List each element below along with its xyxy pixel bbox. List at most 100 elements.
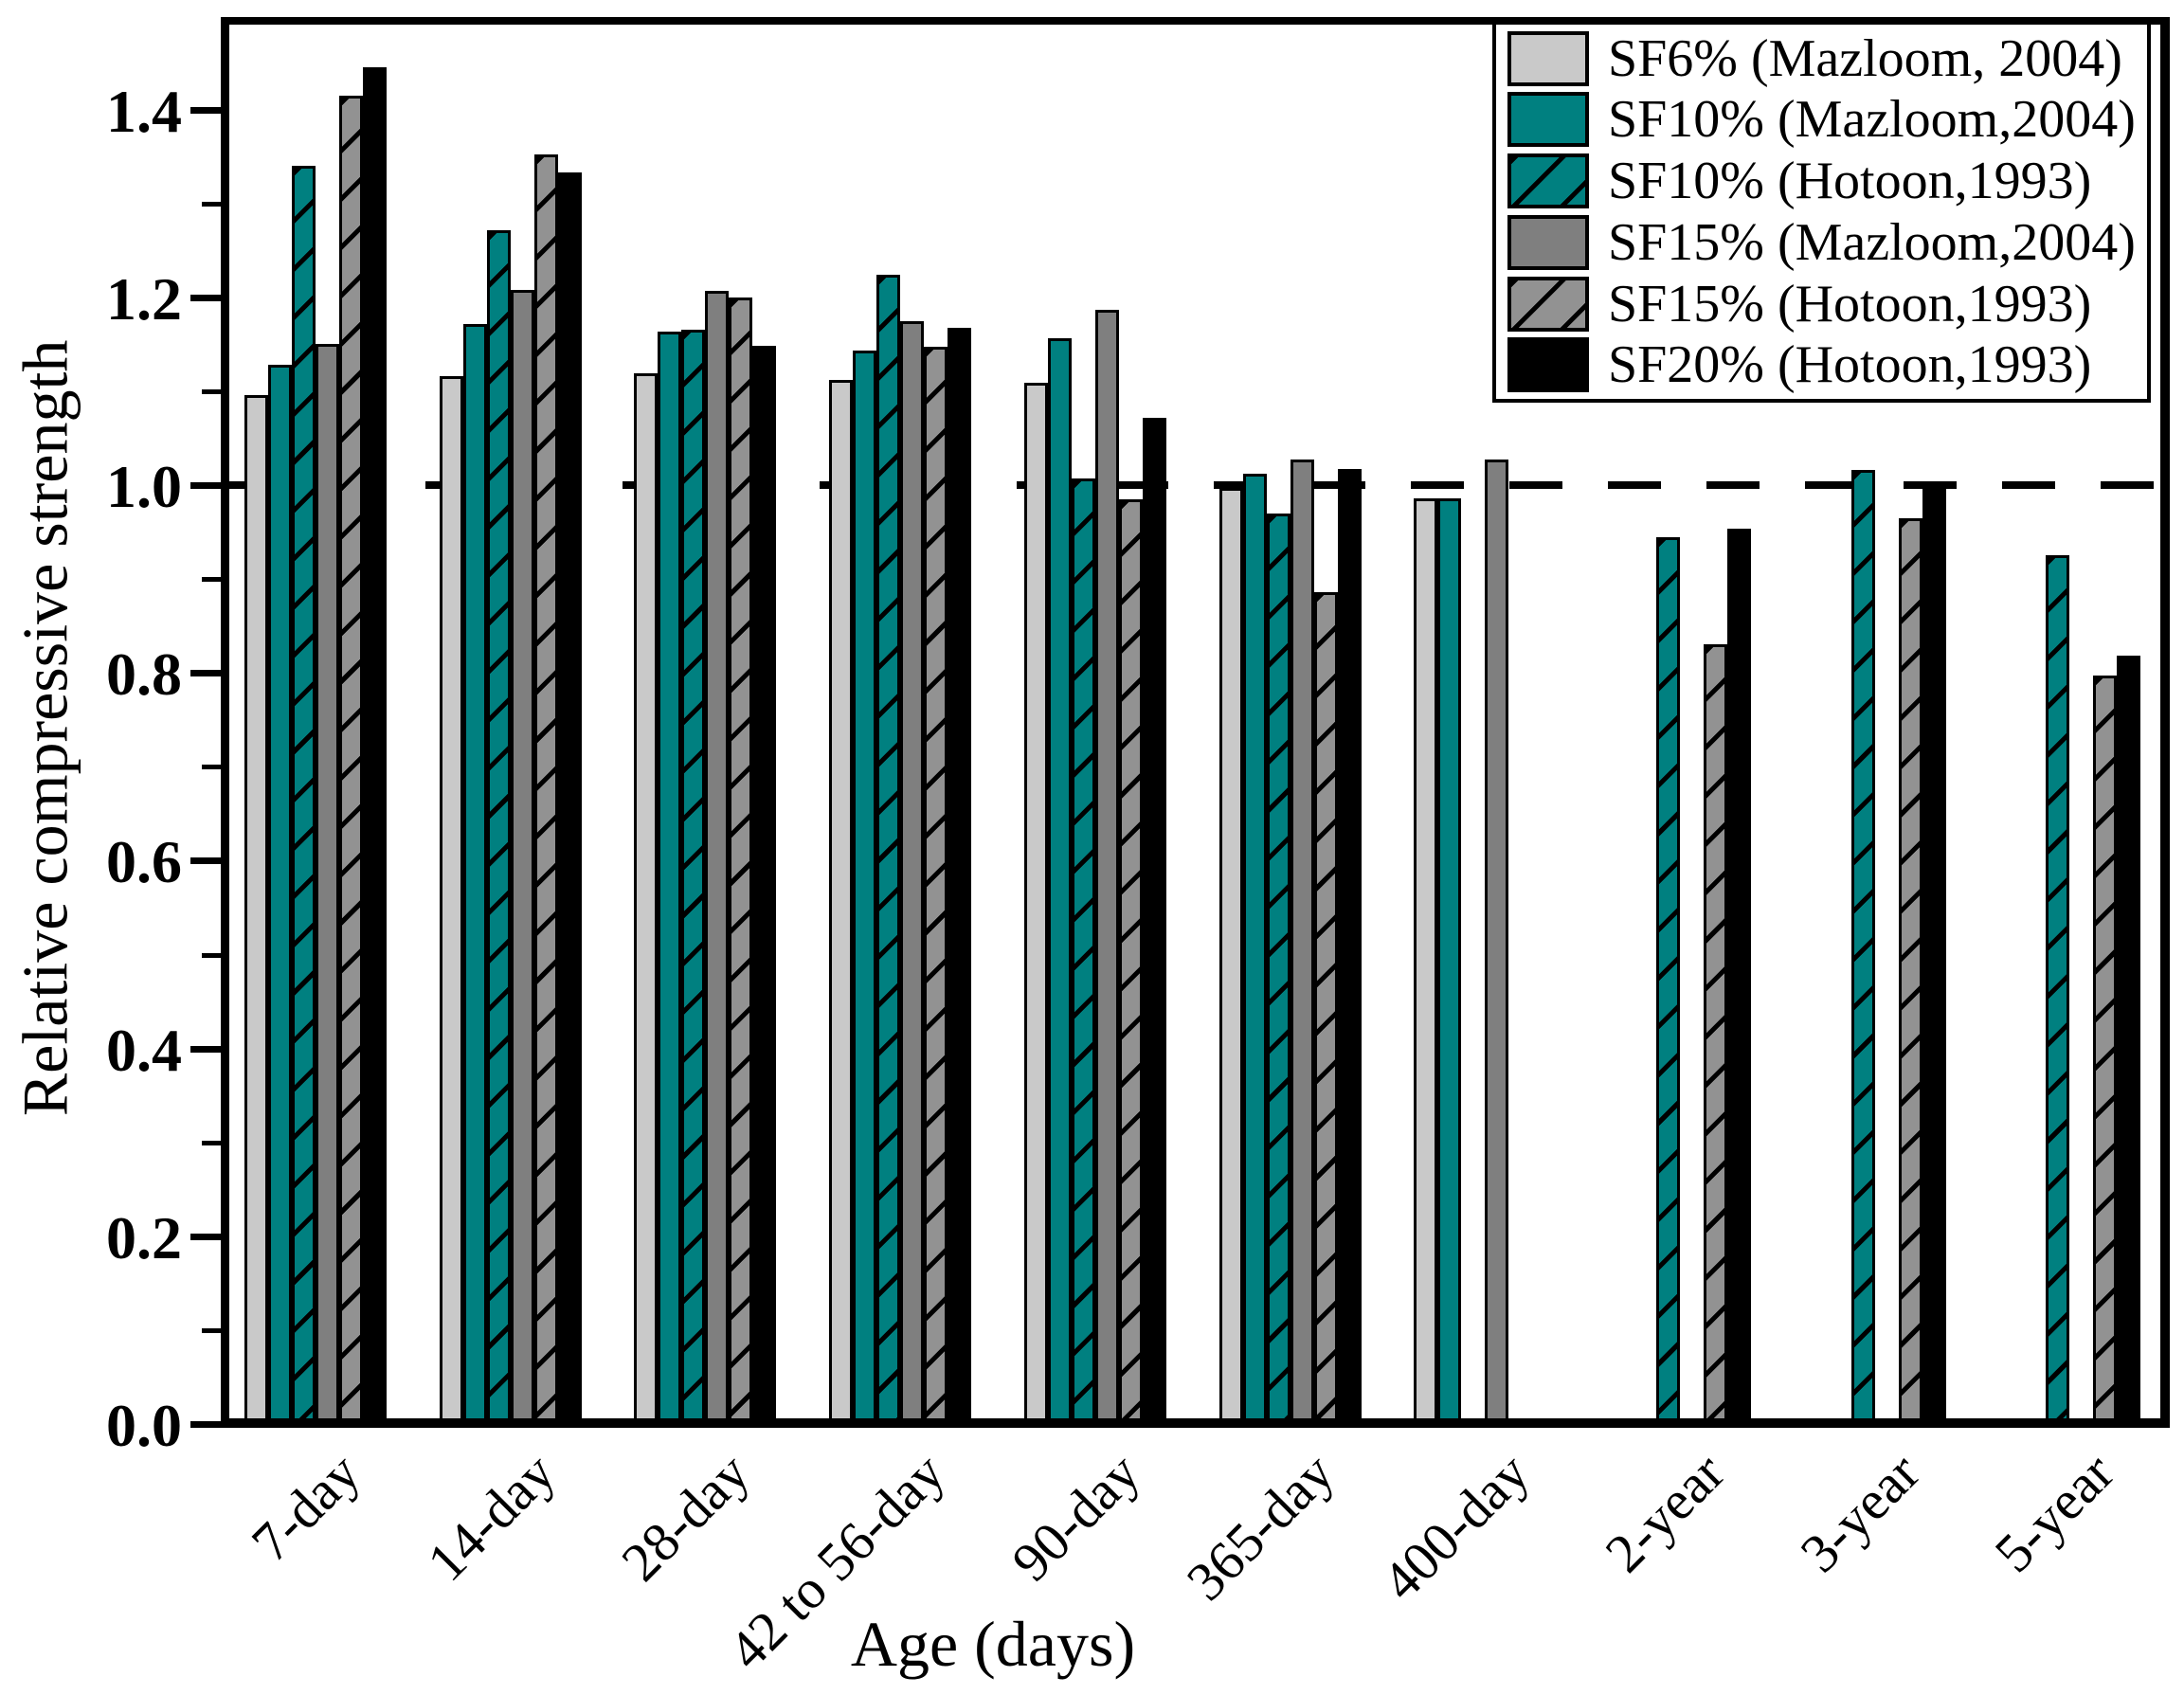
y-tick-label: 0.8 — [106, 640, 182, 708]
bar-2-year-SF20% — [1726, 529, 1751, 1428]
legend-label: SF10% (Hotoon,1993) — [1608, 152, 2092, 211]
legend-item: SF10% (Mazloom,2004) — [1507, 90, 2147, 150]
bar-28-day-SF10% — [681, 330, 706, 1428]
legend-swatch-icon — [1507, 214, 1589, 270]
y-major-tick — [190, 482, 221, 489]
y-major-tick — [190, 1234, 221, 1240]
bar-28-day-SF15% — [705, 291, 730, 1428]
bar-365-day-SF10% — [1266, 514, 1291, 1428]
bar-14-day-SF10% — [462, 324, 487, 1428]
y-tick-label: 1.0 — [106, 453, 182, 520]
legend-label: SF10% (Mazloom,2004) — [1608, 90, 2136, 150]
legend-item: SF10% (Hotoon,1993) — [1507, 152, 2147, 211]
bar-14-day-SF20% — [557, 172, 582, 1428]
bar-7-day-SF10% — [268, 365, 292, 1428]
bar-14-day-SF10% — [486, 230, 511, 1428]
legend-label: SF15% (Mazloom,2004) — [1608, 212, 2136, 272]
bar-400-day-SF6% — [1414, 498, 1438, 1428]
bar-90-day-SF10% — [1047, 338, 1072, 1428]
bar-14-day-SF15% — [510, 290, 534, 1428]
bar-42 to 56-day-SF6% — [829, 380, 854, 1428]
bar-28-day-SF10% — [658, 332, 682, 1428]
y-major-tick — [190, 107, 221, 114]
y-axis-title: Relative compressive strength — [9, 339, 81, 1117]
x-category-label-5-year: 5-year — [1982, 1441, 2126, 1584]
bar-7-day-SF10% — [292, 166, 316, 1428]
y-tick-label: 0.0 — [106, 1392, 182, 1459]
bar-3-year-SF20% — [1922, 485, 1946, 1428]
axis-spine-right — [2160, 17, 2170, 1428]
bar-90-day-SF6% — [1023, 383, 1048, 1428]
x-category-label-14-day: 14-day — [415, 1441, 568, 1594]
bar-90-day-SF15% — [1118, 499, 1143, 1428]
bar-42 to 56-day-SF15% — [900, 321, 925, 1428]
y-tick-label: 0.6 — [106, 828, 182, 895]
bar-42 to 56-day-SF10% — [853, 351, 877, 1428]
bar-5-year-SF10% — [2046, 555, 2070, 1428]
y-major-tick — [190, 1421, 221, 1428]
x-category-label-90-day: 90-day — [1000, 1441, 1152, 1594]
y-minor-tick — [202, 765, 221, 769]
legend-label: SF6% (Mazloom, 2004) — [1608, 28, 2122, 88]
axis-spine-left — [221, 17, 229, 1428]
y-minor-tick — [202, 202, 221, 207]
bar-3-year-SF10% — [1850, 470, 1875, 1428]
bar-3-year-SF15% — [1898, 518, 1922, 1428]
legend-swatch-icon — [1507, 30, 1589, 86]
legend-item: SF15% (Mazloom,2004) — [1507, 212, 2147, 272]
y-minor-tick — [202, 1328, 221, 1333]
bar-90-day-SF15% — [1094, 310, 1119, 1428]
bar-14-day-SF6% — [439, 376, 463, 1428]
bar-5-year-SF20% — [2117, 656, 2141, 1428]
y-major-tick — [190, 295, 221, 301]
bar-90-day-SF20% — [1142, 418, 1166, 1428]
legend-item: SF15% (Hotoon,1993) — [1507, 274, 2147, 334]
legend-swatch-icon — [1507, 153, 1589, 209]
bar-28-day-SF20% — [752, 346, 777, 1428]
bar-7-day-SF20% — [363, 67, 387, 1428]
y-tick-label: 0.4 — [106, 1017, 182, 1084]
bar-365-day-SF15% — [1313, 592, 1338, 1428]
bar-14-day-SF15% — [533, 154, 558, 1428]
bar-42 to 56-day-SF10% — [876, 275, 901, 1428]
reference-line-1.0 — [228, 481, 2170, 489]
y-minor-tick — [202, 1141, 221, 1145]
bar-42 to 56-day-SF15% — [924, 347, 948, 1428]
legend-item: SF20% (Hotoon,1993) — [1507, 335, 2147, 395]
legend-label: SF15% (Hotoon,1993) — [1608, 274, 2092, 334]
axis-spine-bottom — [221, 1418, 2170, 1428]
bar-5-year-SF15% — [2093, 676, 2118, 1428]
x-category-label-2-year: 2-year — [1593, 1441, 1737, 1584]
bar-7-day-SF15% — [339, 96, 363, 1428]
legend-item: SF6% (Mazloom, 2004) — [1507, 28, 2147, 88]
legend-label: SF20% (Hotoon,1993) — [1608, 335, 2092, 395]
y-minor-tick — [202, 389, 221, 394]
bar-2-year-SF15% — [1703, 644, 1727, 1428]
x-axis-title: Age (days) — [850, 1608, 1136, 1680]
y-major-tick — [190, 857, 221, 864]
bar-7-day-SF15% — [316, 344, 339, 1428]
bar-42 to 56-day-SF20% — [948, 328, 972, 1428]
axis-spine-top — [221, 17, 2170, 25]
bar-2-year-SF10% — [1655, 537, 1680, 1428]
bar-365-day-SF15% — [1290, 460, 1314, 1428]
legend-swatch-icon — [1507, 276, 1589, 332]
legend-box: SF6% (Mazloom, 2004) SF10% (Mazloom,2004)… — [1492, 21, 2151, 403]
y-tick-label: 0.2 — [106, 1204, 182, 1271]
bar-365-day-SF10% — [1242, 474, 1267, 1428]
y-minor-tick — [202, 577, 221, 582]
bar-28-day-SF15% — [729, 298, 753, 1428]
y-tick-label: 1.2 — [106, 265, 182, 333]
x-category-label-3-year: 3-year — [1788, 1441, 1932, 1584]
x-category-label-28-day: 28-day — [609, 1441, 762, 1594]
bar-365-day-SF6% — [1218, 488, 1243, 1428]
bar-7-day-SF6% — [244, 395, 268, 1428]
bar-90-day-SF10% — [1071, 478, 1095, 1428]
legend-swatch-icon — [1507, 92, 1589, 148]
bar-28-day-SF6% — [634, 373, 659, 1428]
x-category-label-365-day: 365-day — [1174, 1441, 1346, 1613]
bar-365-day-SF20% — [1337, 469, 1362, 1428]
x-category-label-7-day: 7-day — [239, 1441, 372, 1574]
bar-400-day-SF10% — [1437, 498, 1462, 1428]
